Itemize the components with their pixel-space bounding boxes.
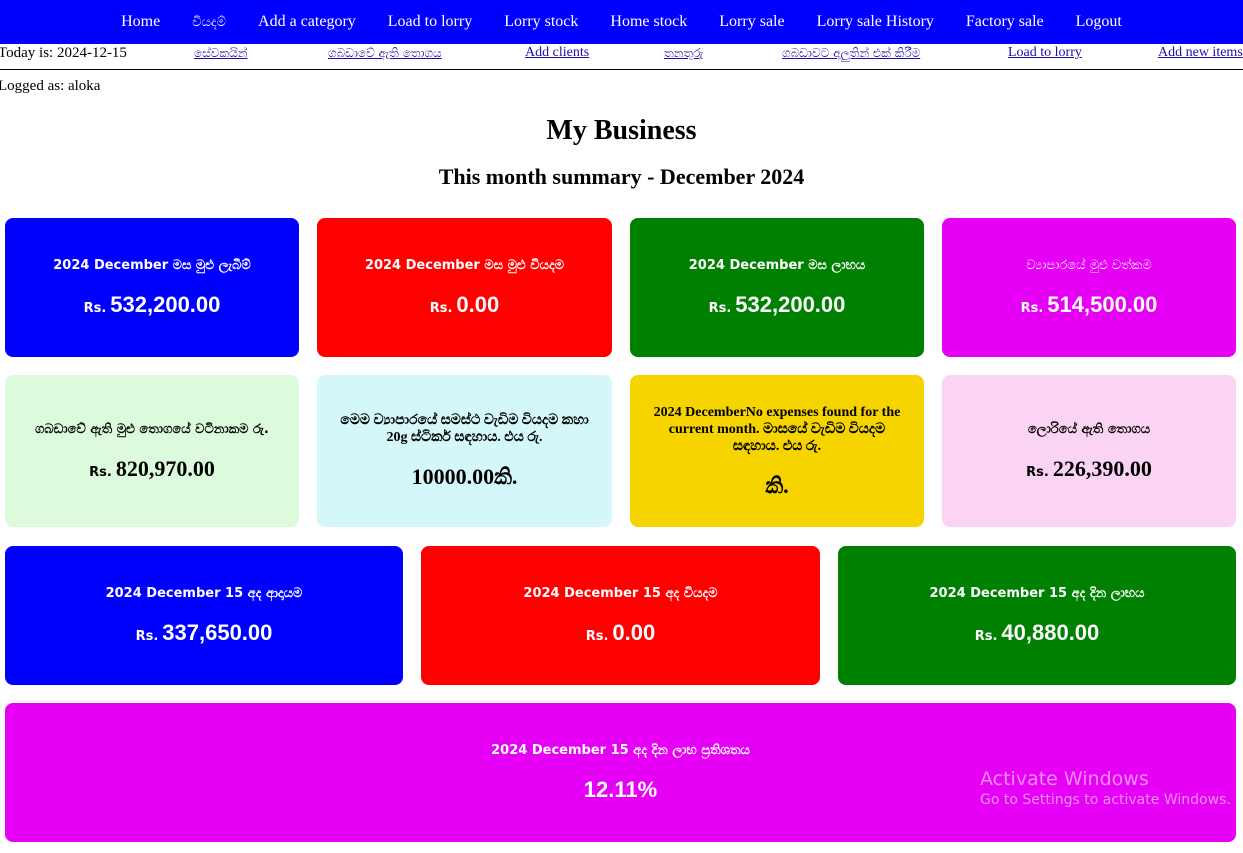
- link-positions[interactable]: තනතුරු: [664, 46, 704, 60]
- card-label: 2024 December මස මුළු ලැබීම්: [53, 258, 251, 273]
- currency-label: Rs.: [974, 629, 998, 644]
- card-stock-value: ගබඩාවේ ඇති මුළු තොගයේ වටිනාකම රු. Rs. 820…: [5, 375, 299, 527]
- card-label: 2024 DecemberNo expenses found for the c…: [653, 404, 901, 454]
- card-day-profit-percentage: 2024 December 15 අද දින ලාභ ප්‍රතිශතය 12…: [5, 703, 1236, 842]
- nav-factory-sale[interactable]: Factory sale: [965, 13, 1044, 30]
- card-label: 2024 December 15 අද දින ලාභ ප්‍රතිශතය: [491, 743, 750, 758]
- card-amount: Rs. 514,500.00: [1021, 292, 1158, 318]
- currency-label: Rs.: [585, 629, 609, 644]
- card-amount: Rs. 0.00: [430, 292, 500, 318]
- card-amount: 10000.00කි.: [411, 464, 518, 489]
- card-label: 2024 December මස ලාභය: [688, 258, 866, 273]
- amount-value: 514,500.00: [1047, 292, 1158, 317]
- card-day-expense: 2024 December 15 අද වියදම Rs. 0.00: [421, 546, 820, 685]
- today-date: Today is: 2024-12-15: [0, 45, 127, 61]
- logged-user: Logged as: aloka: [0, 78, 101, 94]
- amount-value: 820,970.00: [115, 455, 215, 481]
- card-amount: Rs. 532,200.00: [84, 292, 221, 318]
- currency-label: Rs.: [83, 301, 107, 316]
- link-warehouse-stock[interactable]: ගබඩාවේ ඇති තොගය: [328, 46, 442, 60]
- nav-home[interactable]: Home: [121, 13, 161, 30]
- nav-lorry-sale[interactable]: Lorry sale: [719, 13, 785, 30]
- sub-bar: Today is: 2024-12-15 සේවකයින් ගබඩාවේ ඇති…: [0, 44, 1243, 70]
- link-add-to-warehouse[interactable]: ගබඩාවට අලුතින් එක් කිරීම: [782, 46, 921, 60]
- nav-expenses[interactable]: වියදම්: [192, 14, 227, 30]
- page-subtitle: This month summary - December 2024: [438, 164, 805, 189]
- card-label: ව්‍යාපාරයේ මුළු වත්කම: [1026, 258, 1152, 273]
- amount-value: 0.00: [456, 292, 500, 317]
- card-amount: Rs. 532,200.00: [709, 292, 846, 318]
- amount-value: 532,200.00: [110, 292, 221, 317]
- link-add-new-items[interactable]: Add new items: [1158, 45, 1243, 60]
- card-day-profit: 2024 December 15 අද දින ලාභය Rs. 40,880.0…: [838, 546, 1236, 685]
- card-label: 2024 December 15 අද වියදම: [523, 586, 718, 601]
- currency-label: Rs.: [429, 301, 453, 316]
- amount-value: 532,200.00: [735, 292, 846, 317]
- currency-label: Rs.: [1026, 464, 1049, 480]
- card-label: මෙම ව්‍යාපාරයේ සමස්ථ වැඩිම වියදම කහා 20g…: [340, 413, 589, 445]
- card-day-income: 2024 December 15 අද ආදායම Rs. 337,650.00: [5, 546, 403, 685]
- currency-label: Rs.: [1020, 301, 1044, 316]
- nav-add-category[interactable]: Add a category: [258, 13, 356, 30]
- card-amount: Rs. 40,880.00: [975, 620, 1100, 646]
- card-label: ගබඩාවේ ඇති මුළු තොගයේ වටිනාකම රු.: [35, 421, 269, 437]
- nav-load-to-lorry[interactable]: Load to lorry: [387, 13, 473, 30]
- amount-value: 40,880.00: [1001, 620, 1100, 645]
- nav-home-stock[interactable]: Home stock: [610, 13, 688, 30]
- card-label: 2024 December මස මුළු වියදම: [364, 258, 565, 273]
- card-month-top-expense: 2024 DecemberNo expenses found for the c…: [630, 375, 924, 527]
- card-amount: 12.11%: [583, 777, 658, 802]
- card-label: 2024 December 15 අද ආදායම: [105, 586, 303, 601]
- card-amount: Rs. 820,970.00: [89, 456, 215, 482]
- amount-value: 337,650.00: [162, 620, 273, 645]
- link-employees[interactable]: සේවකයින්: [194, 46, 248, 60]
- card-lorry-stock: ලොරියේ ඇති තොගය Rs. 226,390.00: [942, 375, 1236, 527]
- card-amount: Rs. 0.00: [586, 620, 656, 646]
- link-load-to-lorry[interactable]: Load to lorry: [1008, 45, 1082, 60]
- link-add-clients[interactable]: Add clients: [525, 45, 590, 60]
- card-month-income: 2024 December මස මුළු ලැබීම් Rs. 532,200.…: [5, 218, 299, 357]
- amount-value: 226,390.00: [1052, 455, 1152, 481]
- currency-label: Rs.: [89, 464, 112, 480]
- card-total-turnover: ව්‍යාපාරයේ මුළු වත්කම Rs. 514,500.00: [942, 218, 1236, 357]
- card-month-profit: 2024 December මස ලාභය Rs. 532,200.00: [630, 218, 924, 357]
- nav-logout[interactable]: Logout: [1075, 13, 1122, 30]
- nav-lorry-stock[interactable]: Lorry stock: [504, 13, 579, 30]
- amount-value: 0.00: [612, 620, 656, 645]
- top-nav: Home වියදම් Add a category Load to lorry…: [0, 0, 1243, 44]
- currency-label: Rs.: [708, 301, 732, 316]
- card-label: 2024 December 15 අද දින ලාභය: [929, 586, 1145, 601]
- card-sticker-cost: මෙම ව්‍යාපාරයේ සමස්ථ වැඩිම වියදම කහා 20g…: [317, 375, 612, 527]
- currency-label: Rs.: [135, 629, 159, 644]
- card-amount: කි.: [765, 472, 789, 498]
- nav-lorry-sale-history[interactable]: Lorry sale History: [816, 13, 934, 30]
- card-month-expense: 2024 December මස මුළු වියදම Rs. 0.00: [317, 218, 612, 357]
- card-label: ලොරියේ ඇති තොගය: [1027, 421, 1151, 437]
- card-amount: Rs. 337,650.00: [136, 620, 273, 646]
- page-title: My Business: [546, 115, 697, 146]
- card-amount: Rs. 226,390.00: [1026, 456, 1152, 482]
